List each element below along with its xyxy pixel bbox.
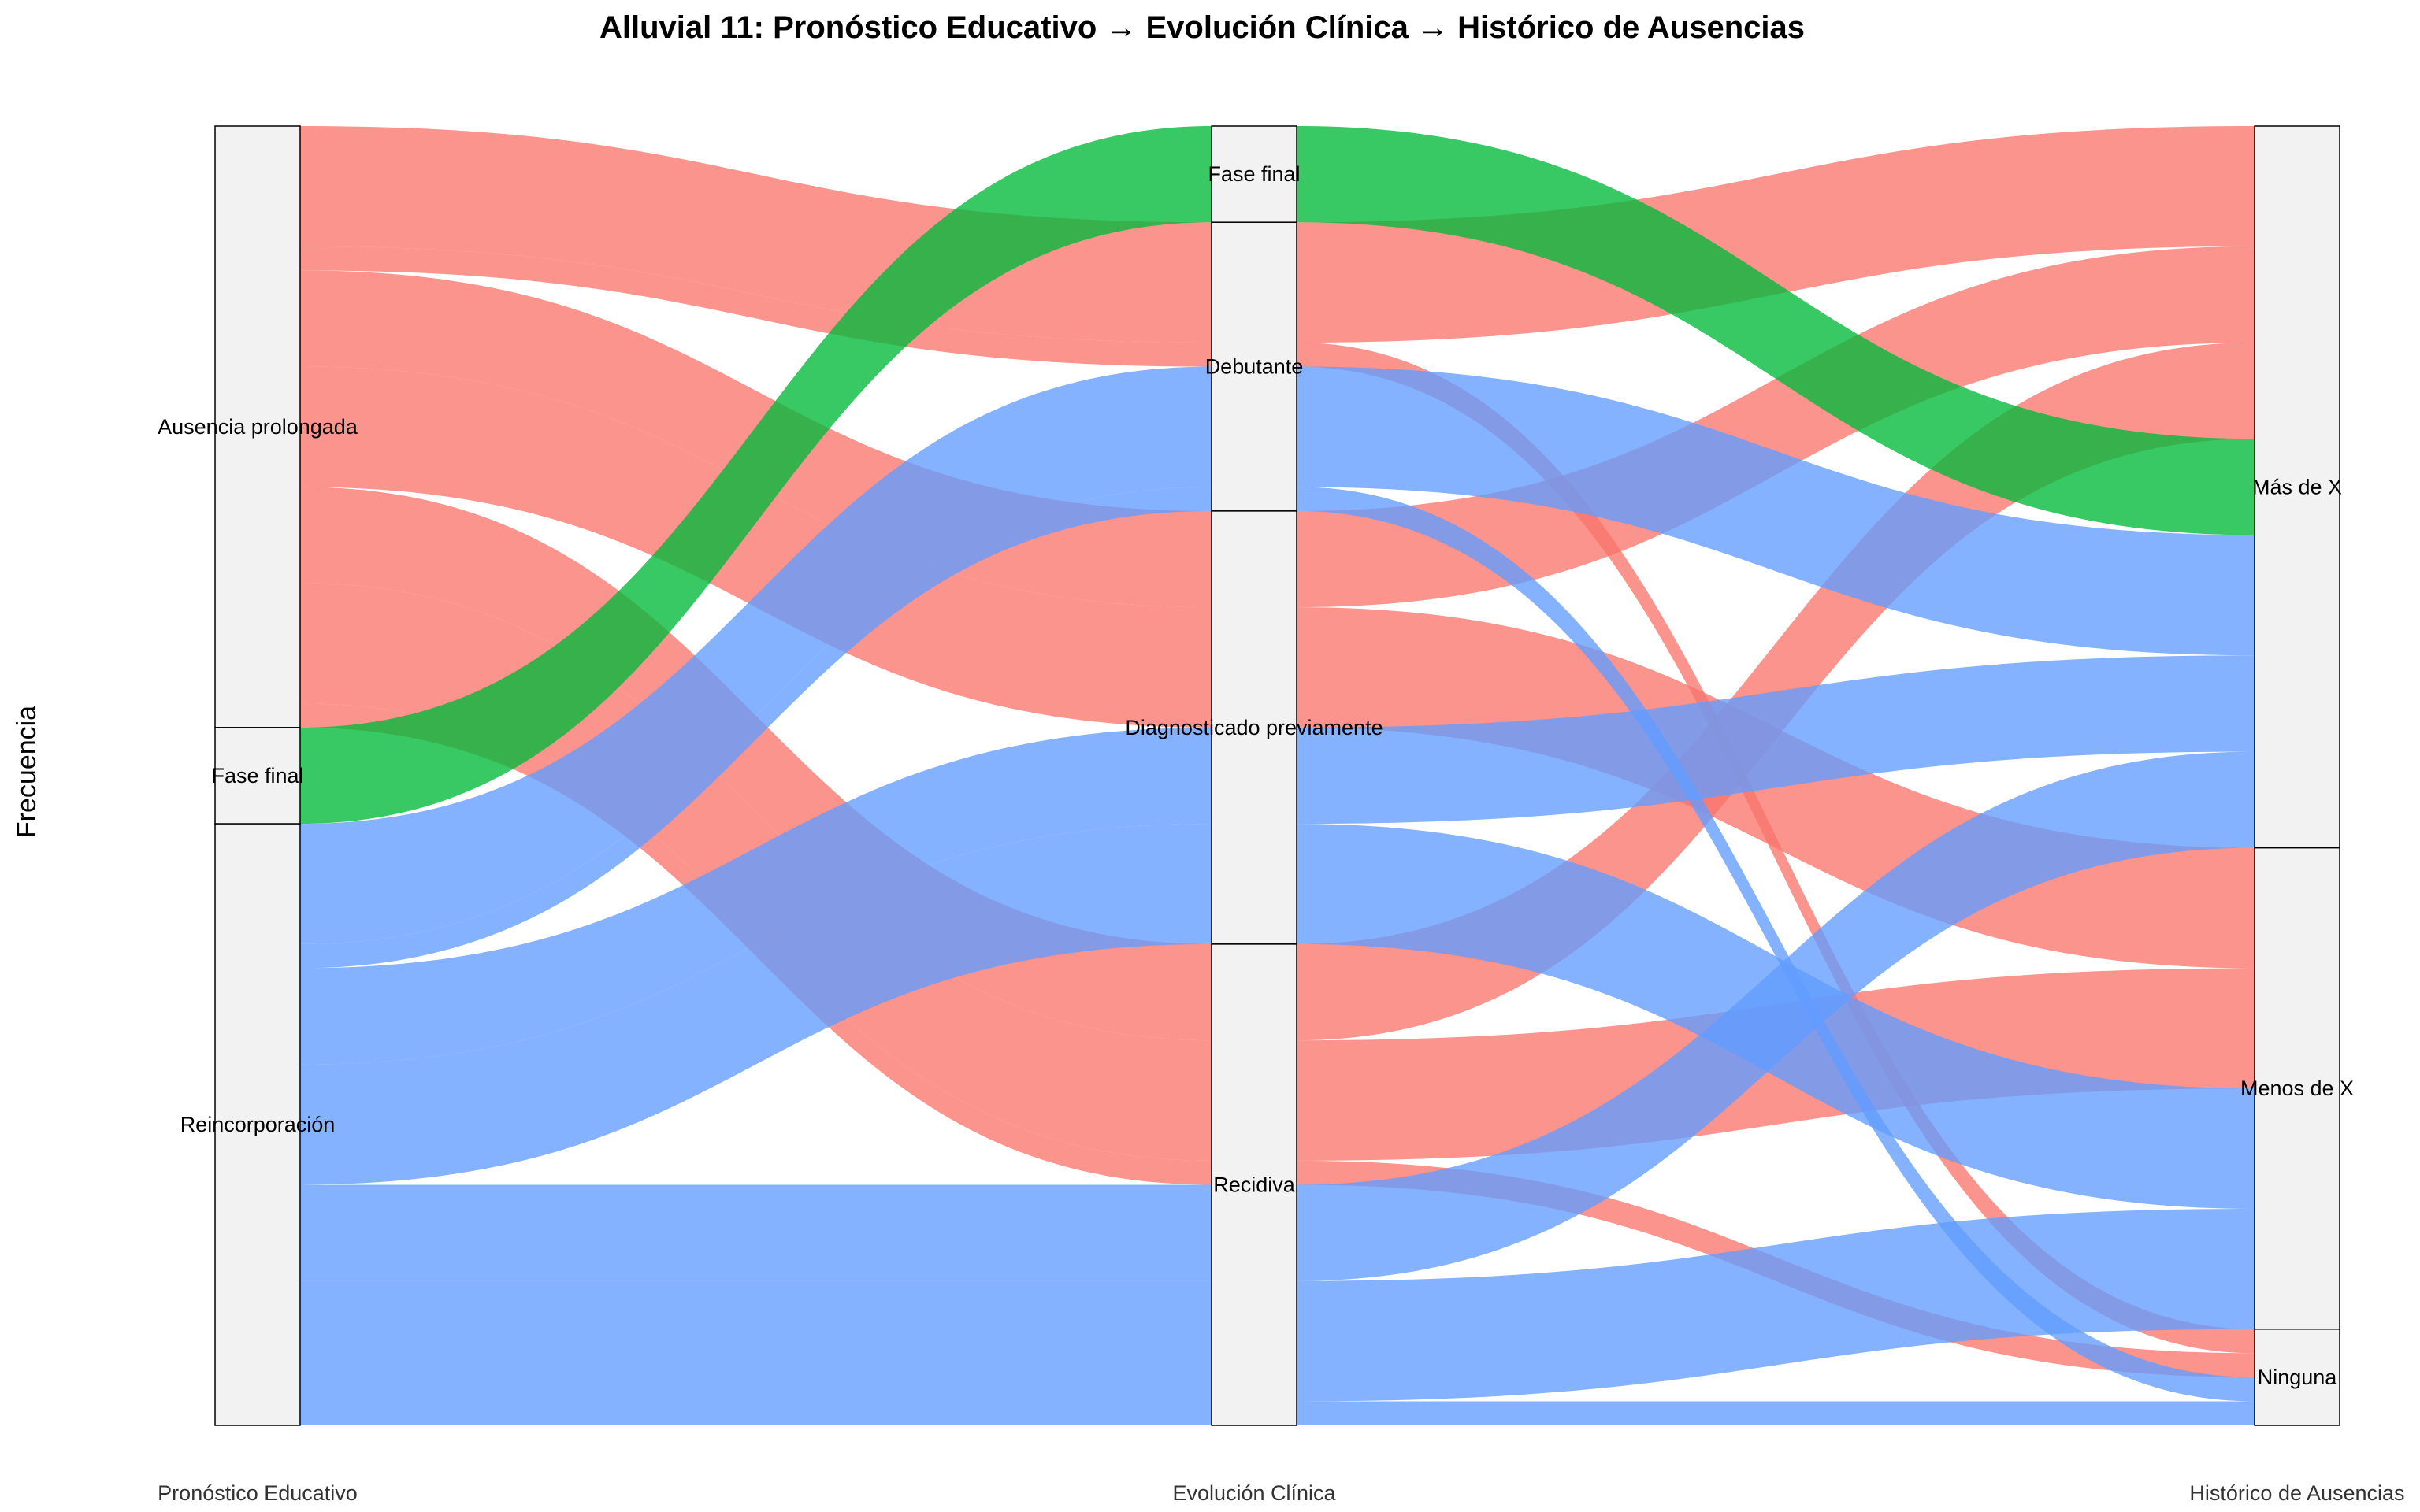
stratum-box-2-debutante bbox=[1211, 221, 1297, 512]
stratum-box-3-ninguna bbox=[2254, 1329, 2340, 1426]
flow-7-segment-1 bbox=[300, 126, 1212, 825]
flow-1-segment-1 bbox=[300, 246, 1212, 367]
stratum-box-1-ausencia-prolongada bbox=[214, 125, 301, 728]
flow-9-segment-2 bbox=[1297, 487, 2255, 1402]
flow-3-segment-1 bbox=[300, 366, 1212, 728]
strata-layer: Ausencia prolongada Fase final Reincorpora… bbox=[158, 125, 2354, 1426]
flow-0-segment-2 bbox=[1297, 126, 2255, 343]
flow-2-segment-2 bbox=[1297, 246, 2255, 608]
flow-10-segment-2 bbox=[1297, 655, 2255, 825]
x-axis-label-historico-de-ausencias: Histórico de Ausencias bbox=[2189, 1481, 2404, 1505]
stratum-box-3-menos-de-x bbox=[2254, 847, 2340, 1330]
flow-4-segment-2 bbox=[1297, 343, 2255, 1041]
chart-title: Alluvial 11: Pronóstico Educativo → Evol… bbox=[599, 10, 1805, 45]
flow-8-segment-1 bbox=[300, 366, 1212, 944]
flows-layer bbox=[300, 126, 2255, 1425]
stratum-box-2-diagnosticado-previamente bbox=[1211, 510, 1297, 945]
stratum-label-2-diagnosticado-previamente: Diagnosticado previamente bbox=[1125, 716, 1383, 739]
flow-13-segment-2 bbox=[1297, 1209, 2255, 1402]
stratum-box-2-fase-final bbox=[1211, 125, 1297, 223]
stratum-label-3-mas-de-x: Más de X bbox=[2252, 475, 2342, 498]
flow-14-segment-1 bbox=[300, 1401, 1212, 1425]
stratum-label-3-ninguna: Ninguna bbox=[2258, 1366, 2338, 1389]
flow-13-segment-1 bbox=[300, 1280, 1212, 1402]
x-axis-label-pronostico-educativo: Pronóstico Educativo bbox=[158, 1481, 358, 1505]
stratum-box-1-fase-final bbox=[214, 727, 301, 825]
flow-14-segment-2 bbox=[1297, 1401, 2255, 1425]
axis-labels: Pronóstico Educativo Evolución Clínica His… bbox=[158, 1481, 2404, 1505]
flow-9-segment-1 bbox=[300, 487, 1212, 969]
stratum-box-2-recidiva bbox=[1211, 943, 1297, 1426]
stratum-label-3-menos-de-x: Menos de X bbox=[2240, 1077, 2354, 1100]
stratum-label-1-fase-final: Fase final bbox=[211, 764, 303, 788]
flow-12-segment-2 bbox=[1297, 751, 2255, 1281]
flow-12-segment-1 bbox=[300, 1184, 1212, 1281]
stratum-label-2-debutante: Debutante bbox=[1205, 355, 1304, 379]
flow-10-segment-1 bbox=[300, 727, 1212, 1065]
stratum-label-1-reincorporacion: Reincorporación bbox=[180, 1113, 336, 1136]
flow-7-segment-2 bbox=[1297, 126, 2255, 536]
stratum-label-1-ausencia-prolongada: Ausencia prolongada bbox=[158, 415, 358, 439]
stratum-label-2-recidiva: Recidiva bbox=[1213, 1173, 1296, 1196]
flow-0-segment-1 bbox=[300, 126, 1212, 343]
x-axis-label-evolucion-clinica: Evolución Clínica bbox=[1172, 1481, 1336, 1505]
flow-1-segment-2 bbox=[1297, 343, 2255, 1354]
flow-11-segment-1 bbox=[300, 824, 1212, 1185]
flow-8-segment-2 bbox=[1297, 366, 2255, 656]
y-axis-label: Frecuencia bbox=[12, 706, 42, 838]
stratum-box-1-reincorporacion bbox=[214, 823, 301, 1426]
stratum-label-2-fase-final: Fase final bbox=[1208, 162, 1300, 186]
